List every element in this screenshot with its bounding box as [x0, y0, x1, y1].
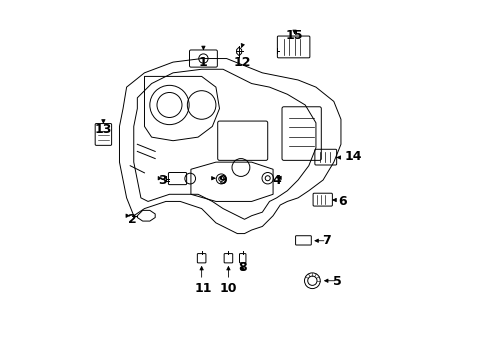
Text: 13: 13: [95, 123, 112, 136]
Text: 1: 1: [199, 55, 207, 69]
Text: 14: 14: [344, 150, 362, 163]
Text: 8: 8: [238, 261, 246, 274]
Text: 3: 3: [158, 174, 166, 186]
Text: 6: 6: [338, 195, 346, 208]
Text: 12: 12: [233, 55, 251, 69]
Text: 2: 2: [127, 213, 136, 226]
Text: 5: 5: [332, 275, 341, 288]
Text: 4: 4: [272, 174, 281, 186]
Text: 15: 15: [285, 29, 303, 42]
Text: 9: 9: [218, 174, 227, 186]
Text: 7: 7: [322, 234, 330, 247]
Text: 11: 11: [194, 283, 212, 296]
Text: 10: 10: [219, 283, 237, 296]
